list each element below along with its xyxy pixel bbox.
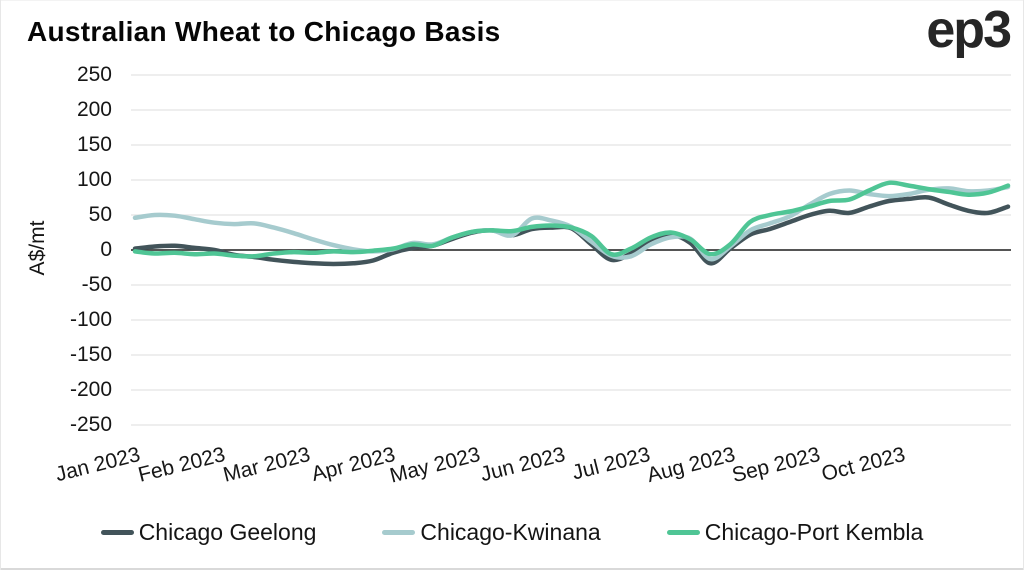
legend-swatch-chicago-geelong (100, 530, 134, 535)
legend-item-chicago-kwinana: Chicago-Kwinana (382, 519, 601, 546)
y-tick-label: -100 (69, 308, 112, 331)
y-tick-label: 100 (76, 168, 112, 191)
legend-label: Chicago Geelong (138, 519, 317, 545)
series-line-chicago-kwinana (132, 184, 1011, 262)
y-tick-label: 200 (76, 98, 112, 121)
legend-swatch-chicago-kwinana (382, 530, 416, 535)
ep3-logo: ep3 (926, 1, 1012, 59)
y-tick-label: 0 (100, 238, 112, 261)
y-tick-label: -200 (69, 378, 112, 401)
chart-legend: Chicago Geelong Chicago-Kwinana Chicago-Po… (0, 519, 1024, 546)
legend-swatch-chicago-port-kembla (666, 530, 700, 535)
y-tick-label: 50 (88, 203, 112, 226)
legend-item-chicago-port-kembla: Chicago-Port Kembla (666, 519, 924, 546)
legend-item-chicago-geelong: Chicago Geelong (100, 519, 317, 546)
legend-label: Chicago-Port Kembla (704, 519, 924, 545)
y-tick-label: -250 (69, 413, 112, 436)
y-tick-label: -150 (69, 343, 112, 366)
series-line-chicago-port-kembla (132, 180, 1011, 259)
page-title: Australian Wheat to Chicago Basis (27, 16, 501, 47)
y-tick-label: -50 (81, 273, 112, 296)
legend-label: Chicago-Kwinana (420, 519, 601, 545)
y-tick-label: 250 (76, 63, 112, 86)
y-tick-label: 150 (76, 133, 112, 156)
